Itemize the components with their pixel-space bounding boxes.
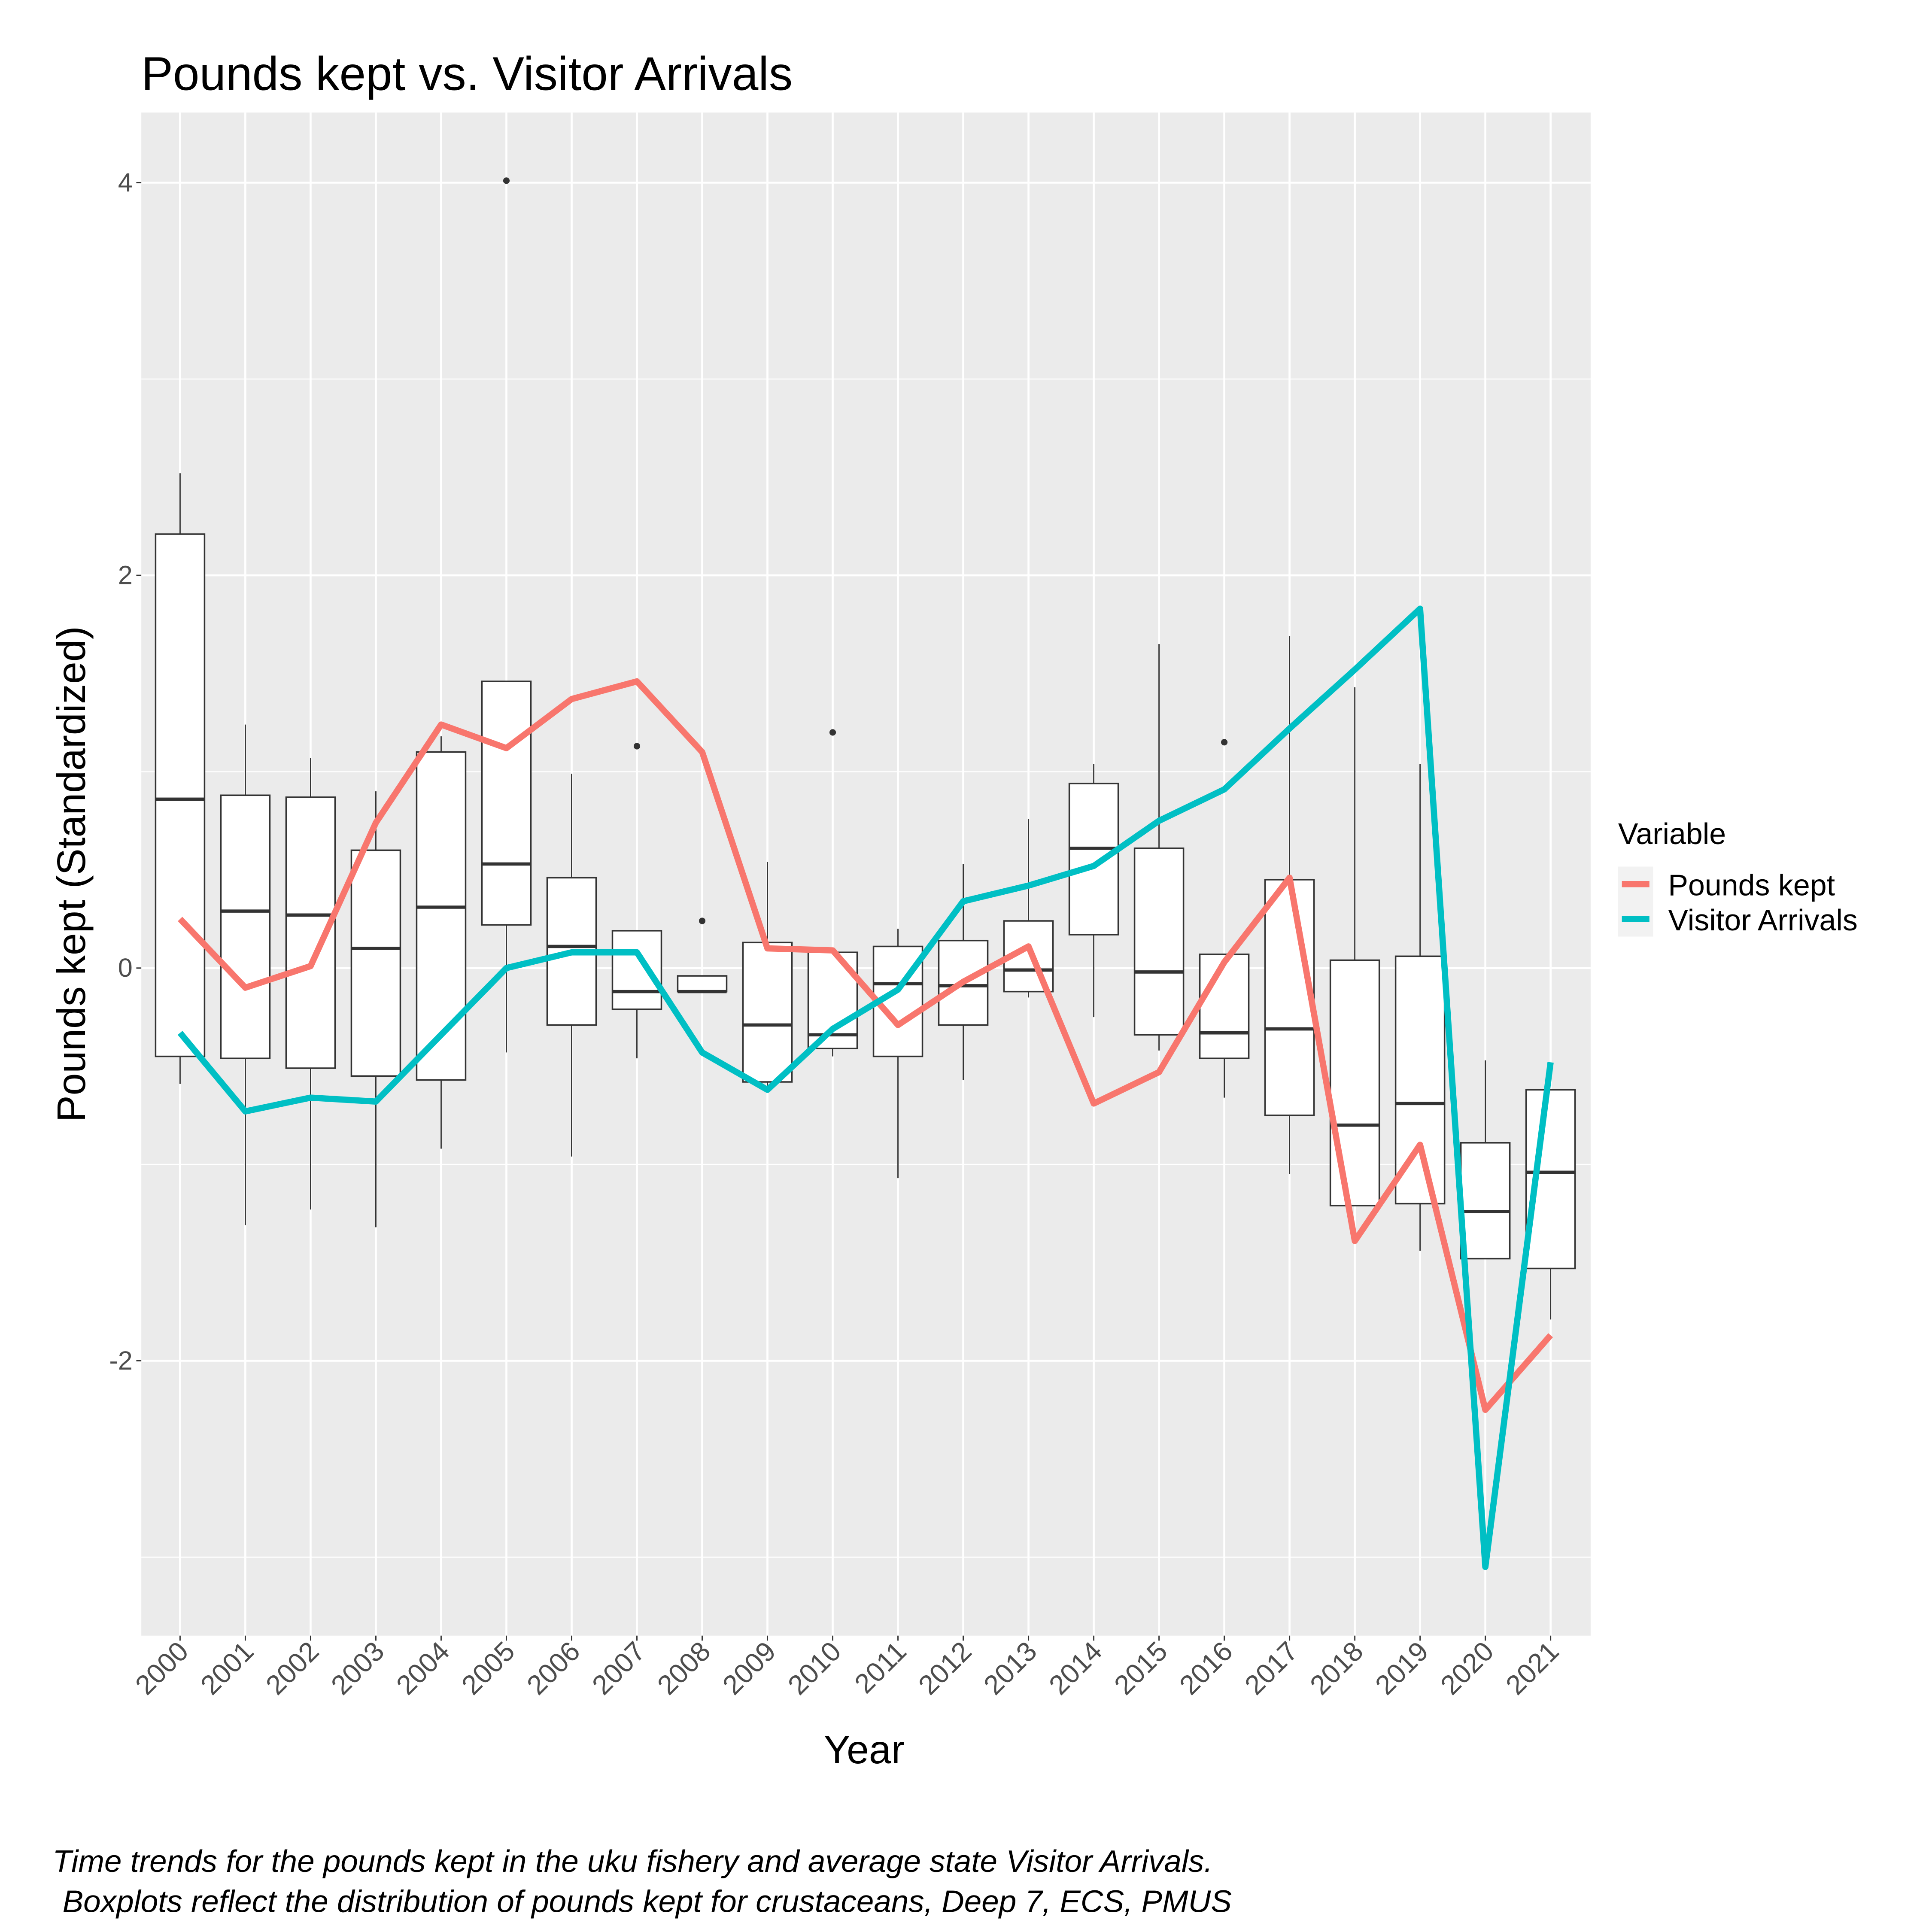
- box: [1264, 879, 1315, 1116]
- box: [1394, 955, 1446, 1205]
- outlier: [633, 743, 641, 750]
- caption: Boxplots reflect the distribution of pou…: [63, 1884, 1232, 1919]
- chart-title: Pounds kept vs. Visitor Arrivals: [141, 48, 793, 100]
- legend-title: Variable: [1618, 817, 1726, 851]
- caption: Time trends for the pounds kept in the u…: [52, 1844, 1212, 1879]
- series-line: [177, 605, 1554, 1570]
- box: [1199, 953, 1250, 1059]
- legend-label: Visitor Arrivals: [1668, 903, 1857, 937]
- box: [1460, 1142, 1511, 1260]
- y-axis-title: Pounds kept (Standardized): [49, 626, 94, 1122]
- box: [155, 533, 206, 1057]
- box: [742, 942, 793, 1083]
- outlier: [829, 729, 836, 736]
- box: [350, 849, 401, 1077]
- series-line: [178, 678, 1553, 1413]
- y-tick-label: 0: [118, 953, 133, 982]
- legend-label: Pounds kept: [1668, 868, 1835, 902]
- outlier: [699, 917, 706, 924]
- x-axis-title: Year: [823, 1727, 904, 1772]
- y-tick-label: -2: [109, 1346, 132, 1375]
- outlier: [503, 177, 510, 184]
- y-tick-label: 2: [118, 560, 133, 589]
- box: [481, 680, 532, 926]
- box: [416, 751, 467, 1081]
- box: [220, 794, 271, 1059]
- box: [677, 975, 728, 993]
- box: [1133, 848, 1185, 1036]
- box: [611, 930, 662, 1010]
- outlier: [1221, 739, 1228, 746]
- y-tick-label: 4: [118, 168, 133, 197]
- box: [1068, 783, 1119, 936]
- box: [1329, 959, 1380, 1206]
